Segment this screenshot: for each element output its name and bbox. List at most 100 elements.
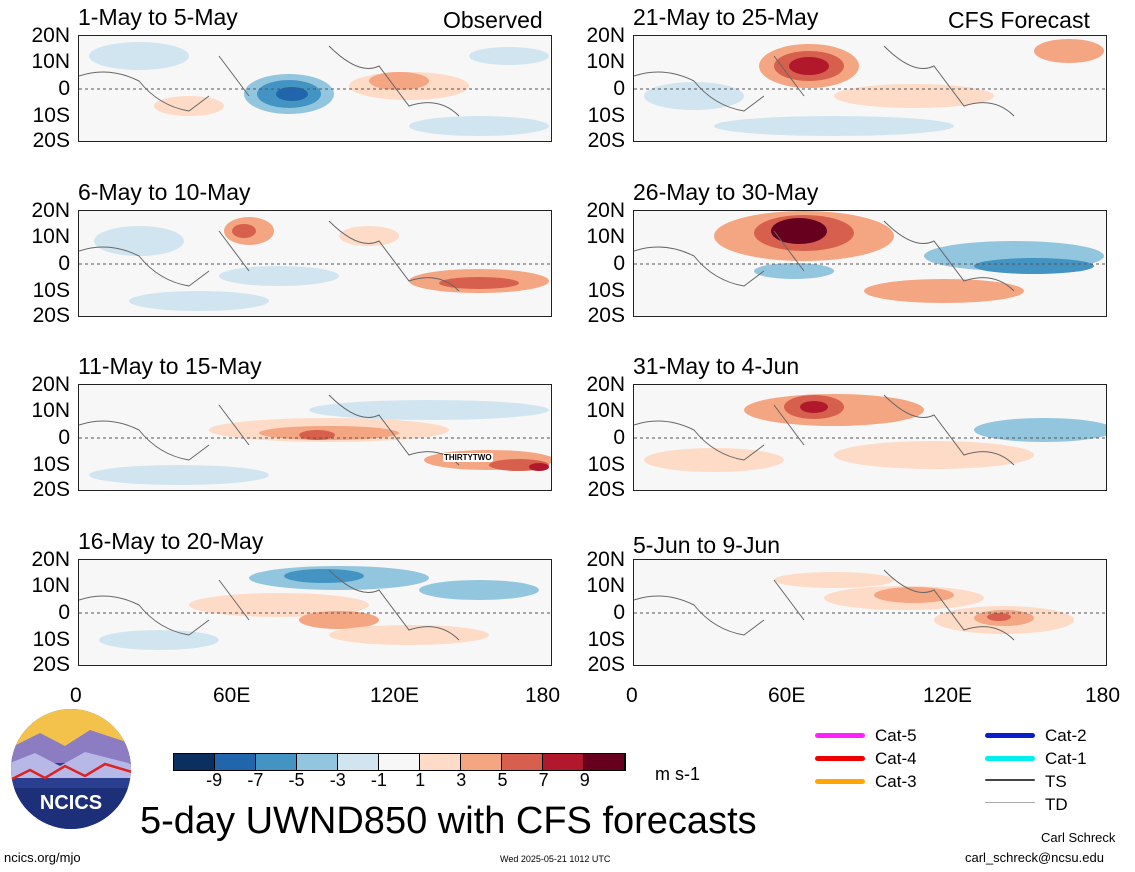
lat-label: 0 bbox=[58, 426, 70, 449]
map-panel-8 bbox=[633, 559, 1107, 666]
panel-title-2: 6-May to 10-May bbox=[78, 179, 251, 205]
ncics-logo: NCICS bbox=[10, 708, 132, 830]
forecast-label: CFS Forecast bbox=[948, 7, 1090, 33]
lat-label: 10S bbox=[587, 279, 625, 302]
legend-line bbox=[985, 733, 1035, 738]
lat-label: 10S bbox=[32, 628, 70, 651]
units-label: m s-1 bbox=[655, 764, 700, 784]
lat-label: 20N bbox=[31, 24, 70, 47]
lat-label: 20N bbox=[586, 24, 625, 47]
lat-label: 0 bbox=[613, 601, 625, 624]
lat-label: 10S bbox=[32, 104, 70, 127]
legend-label: Cat-2 bbox=[1045, 726, 1087, 745]
url-text: ncics.org/mjo bbox=[4, 850, 81, 865]
colorbar-tick-label: 3 bbox=[456, 770, 467, 790]
lat-label: 20S bbox=[587, 653, 625, 676]
colorbar-swatch bbox=[461, 754, 502, 770]
author: Carl Schreck bbox=[1041, 830, 1116, 845]
legend-line bbox=[815, 756, 865, 761]
panel-title-8: 5-Jun to 9-Jun bbox=[633, 532, 781, 558]
lat-label: 0 bbox=[58, 77, 70, 100]
lat-label: 20S bbox=[587, 304, 625, 327]
lat-label: 10N bbox=[31, 574, 70, 597]
lat-label: 20S bbox=[32, 653, 70, 676]
lon-label-left-120e: 120E bbox=[370, 684, 420, 707]
legend-line bbox=[985, 802, 1035, 803]
lat-label: 20N bbox=[586, 199, 625, 222]
lat-label: 0 bbox=[613, 252, 625, 275]
lat-label: 10S bbox=[587, 453, 625, 476]
lon-label-left-60e: 60E bbox=[213, 684, 251, 707]
colorbar-swatch bbox=[584, 754, 625, 770]
timestamp: Wed 2025-05-21 1012 UTC bbox=[500, 854, 611, 864]
lat-label: 20S bbox=[32, 304, 70, 327]
email: carl_schreck@ncsu.edu bbox=[965, 850, 1104, 865]
colorbar-swatch bbox=[420, 754, 461, 770]
lat-label: 0 bbox=[613, 426, 625, 449]
map-panel-7 bbox=[633, 384, 1107, 491]
legend-label: Cat-1 bbox=[1045, 749, 1087, 768]
map-panel-5 bbox=[633, 35, 1107, 142]
colorbar-swatch bbox=[502, 754, 543, 770]
map-panel-3 bbox=[78, 384, 552, 491]
lat-label: 20N bbox=[586, 548, 625, 571]
panel-title-6: 26-May to 30-May bbox=[633, 179, 819, 205]
lat-label: 20S bbox=[587, 129, 625, 152]
legend-label: TD bbox=[1045, 795, 1068, 814]
main-title: 5-day UWND850 with CFS forecasts bbox=[140, 800, 757, 842]
panel-title-5: 21-May to 25-May bbox=[633, 4, 819, 30]
lat-label: 20N bbox=[586, 373, 625, 396]
lon-label-right-180: 180 bbox=[1085, 684, 1121, 707]
panel-title-7: 31-May to 4-Jun bbox=[633, 353, 800, 379]
colorbar-tick-label: -5 bbox=[288, 770, 305, 790]
colorbar-swatch bbox=[174, 754, 215, 770]
legend-label: Cat-4 bbox=[875, 749, 917, 768]
lat-label: 20N bbox=[31, 199, 70, 222]
colorbar-swatch bbox=[215, 754, 256, 770]
colorbar-tick-label: 5 bbox=[497, 770, 508, 790]
observed-label: Observed bbox=[443, 7, 543, 33]
lat-label: 20S bbox=[32, 478, 70, 501]
lat-label: 0 bbox=[58, 601, 70, 624]
lat-label: 10N bbox=[586, 50, 625, 73]
lon-label-left-0: 0 bbox=[70, 684, 82, 707]
lat-label: 10S bbox=[32, 453, 70, 476]
lat-label: 20N bbox=[31, 373, 70, 396]
colorbar-swatch bbox=[543, 754, 584, 770]
lat-label: 10N bbox=[31, 225, 70, 248]
lat-label: 20S bbox=[587, 478, 625, 501]
lat-label: 20S bbox=[32, 129, 70, 152]
legend-label: TS bbox=[1045, 772, 1067, 791]
lat-label: 20N bbox=[31, 548, 70, 571]
lat-label: 10N bbox=[31, 399, 70, 422]
legend-line bbox=[985, 779, 1035, 781]
colorbar-tick-label: -3 bbox=[329, 770, 346, 790]
map-panel-6 bbox=[633, 210, 1107, 317]
legend-label: Cat-3 bbox=[875, 772, 917, 791]
lon-label-right-120e: 120E bbox=[923, 684, 973, 707]
map-panel-1 bbox=[78, 35, 552, 142]
lon-label-right-0: 0 bbox=[626, 684, 638, 707]
legend-line bbox=[815, 779, 865, 784]
legend-line bbox=[985, 756, 1035, 761]
lat-label: 10S bbox=[587, 104, 625, 127]
logo-text: NCICS bbox=[40, 792, 102, 814]
colorbar-tick-label: 1 bbox=[415, 770, 426, 790]
storm-label: THIRTYTWO bbox=[443, 453, 493, 462]
panel-title-4: 16-May to 20-May bbox=[78, 528, 264, 554]
panel-title-3: 11-May to 15-May bbox=[78, 353, 262, 379]
legend-label: Cat-5 bbox=[875, 726, 917, 745]
legend-line bbox=[815, 733, 865, 738]
lon-label-right-60e: 60E bbox=[768, 684, 806, 707]
lat-label: 10N bbox=[31, 50, 70, 73]
map-panel-4 bbox=[78, 559, 552, 666]
map-panel-2 bbox=[78, 210, 552, 317]
colorbar-tick-label: -7 bbox=[247, 770, 264, 790]
colorbar-swatch bbox=[338, 754, 379, 770]
colorbar-swatch bbox=[297, 754, 338, 770]
lon-label-left-180: 180 bbox=[525, 684, 561, 707]
colorbar-tick-label: -1 bbox=[370, 770, 387, 790]
lat-label: 10N bbox=[586, 574, 625, 597]
panel-title-1: 1-May to 5-May bbox=[78, 4, 238, 30]
colorbar bbox=[173, 753, 626, 771]
